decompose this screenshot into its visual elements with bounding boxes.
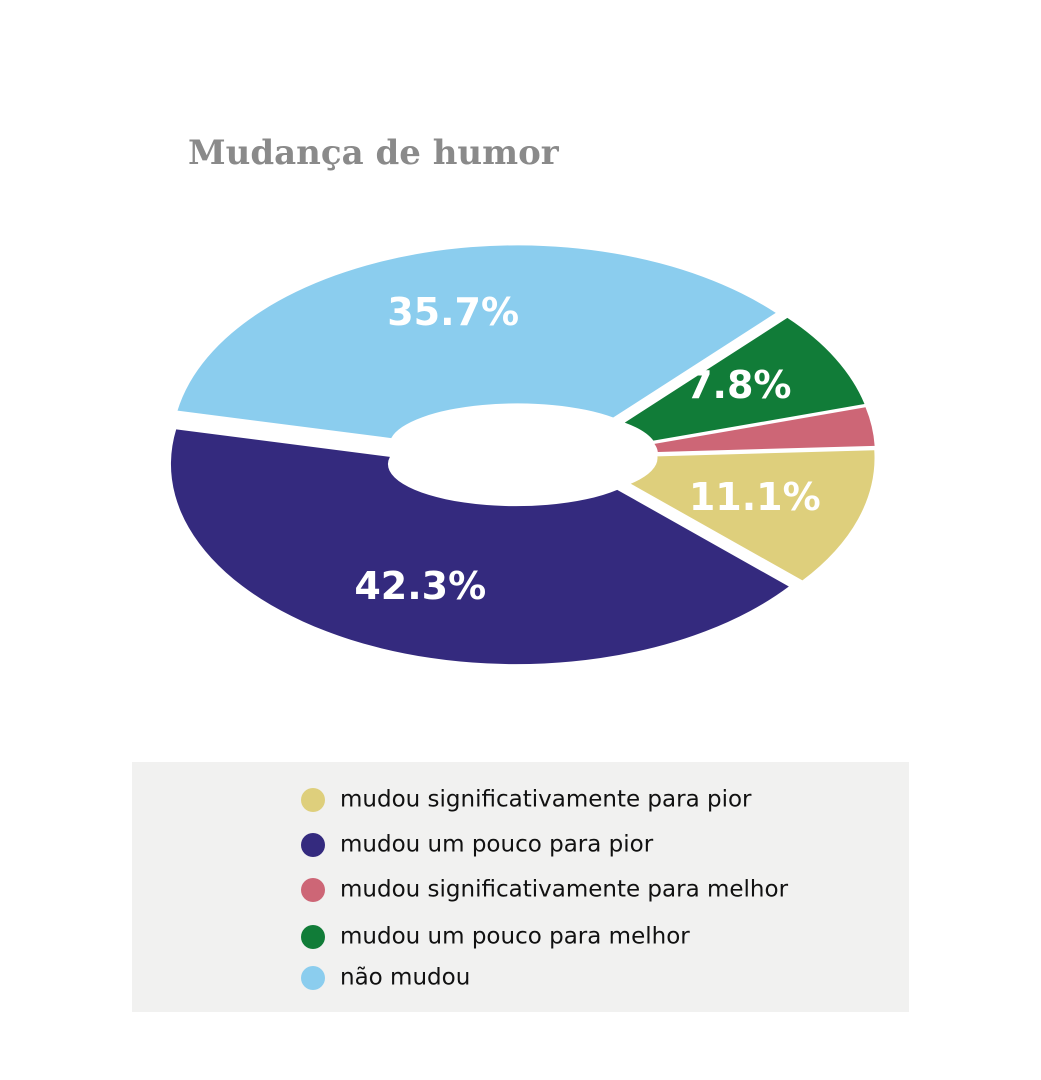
donut-slice (177, 245, 776, 439)
legend-swatch (301, 925, 325, 949)
legend-swatch (301, 788, 325, 812)
data-label: 7.8% (686, 363, 791, 407)
chart-title: Mudança de humor (188, 133, 560, 173)
data-label: 35.7% (387, 290, 519, 334)
legend-swatch (301, 966, 325, 990)
legend-label: mudou um pouco para melhor (340, 924, 690, 950)
legend-label: não mudou (340, 965, 470, 991)
donut-slice (654, 407, 875, 452)
legend-box (132, 762, 909, 1012)
legend-label: mudou um pouco para pior (340, 832, 654, 858)
data-label: 11.1% (689, 475, 821, 519)
legend-swatch (301, 833, 325, 857)
data-label: 42.3% (354, 564, 486, 608)
legend-label: mudou significativamente para melhor (340, 877, 789, 903)
legend-swatch (301, 878, 325, 902)
donut-slice (170, 429, 789, 665)
donut-slice (630, 450, 875, 581)
legend-label: mudou significativamente para pior (340, 787, 752, 813)
donut-slice (624, 317, 865, 441)
